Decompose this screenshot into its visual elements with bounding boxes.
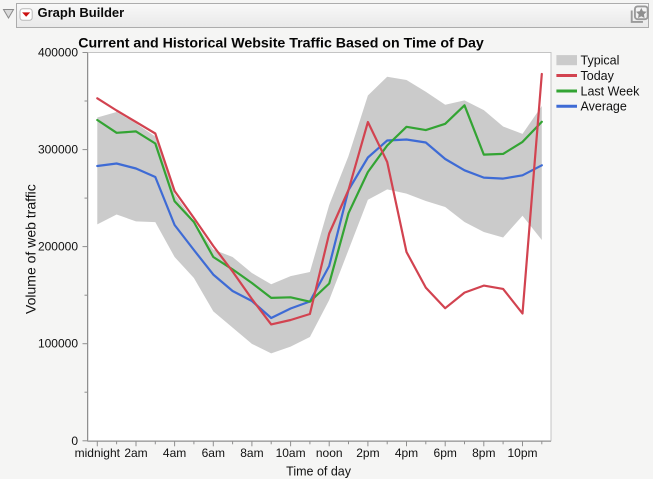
svg-text:8am: 8am — [240, 446, 263, 460]
svg-text:300000: 300000 — [38, 143, 78, 157]
svg-text:Typical: Typical — [581, 53, 620, 67]
svg-text:400000: 400000 — [38, 46, 78, 60]
svg-text:2pm: 2pm — [356, 446, 379, 460]
svg-text:200000: 200000 — [38, 240, 78, 254]
svg-text:Time of day: Time of day — [286, 465, 352, 479]
svg-text:6pm: 6pm — [434, 446, 457, 460]
svg-text:Today: Today — [581, 69, 615, 83]
svg-text:0: 0 — [71, 434, 78, 448]
svg-text:6am: 6am — [202, 446, 225, 460]
svg-text:4am: 4am — [163, 446, 186, 460]
svg-text:100000: 100000 — [38, 337, 78, 351]
svg-text:Average: Average — [581, 100, 627, 114]
svg-text:8pm: 8pm — [472, 446, 495, 460]
svg-text:Volume of web traffic: Volume of web traffic — [22, 184, 38, 314]
svg-text:4pm: 4pm — [395, 446, 418, 460]
svg-text:noon: noon — [316, 446, 343, 460]
svg-text:midnight: midnight — [75, 446, 121, 460]
svg-text:2am: 2am — [124, 446, 147, 460]
svg-text:Current and Historical Website: Current and Historical Website Traffic B… — [78, 36, 484, 52]
svg-text:10am: 10am — [276, 446, 306, 460]
svg-text:Last Week: Last Week — [581, 84, 641, 98]
svg-text:10pm: 10pm — [507, 446, 537, 460]
